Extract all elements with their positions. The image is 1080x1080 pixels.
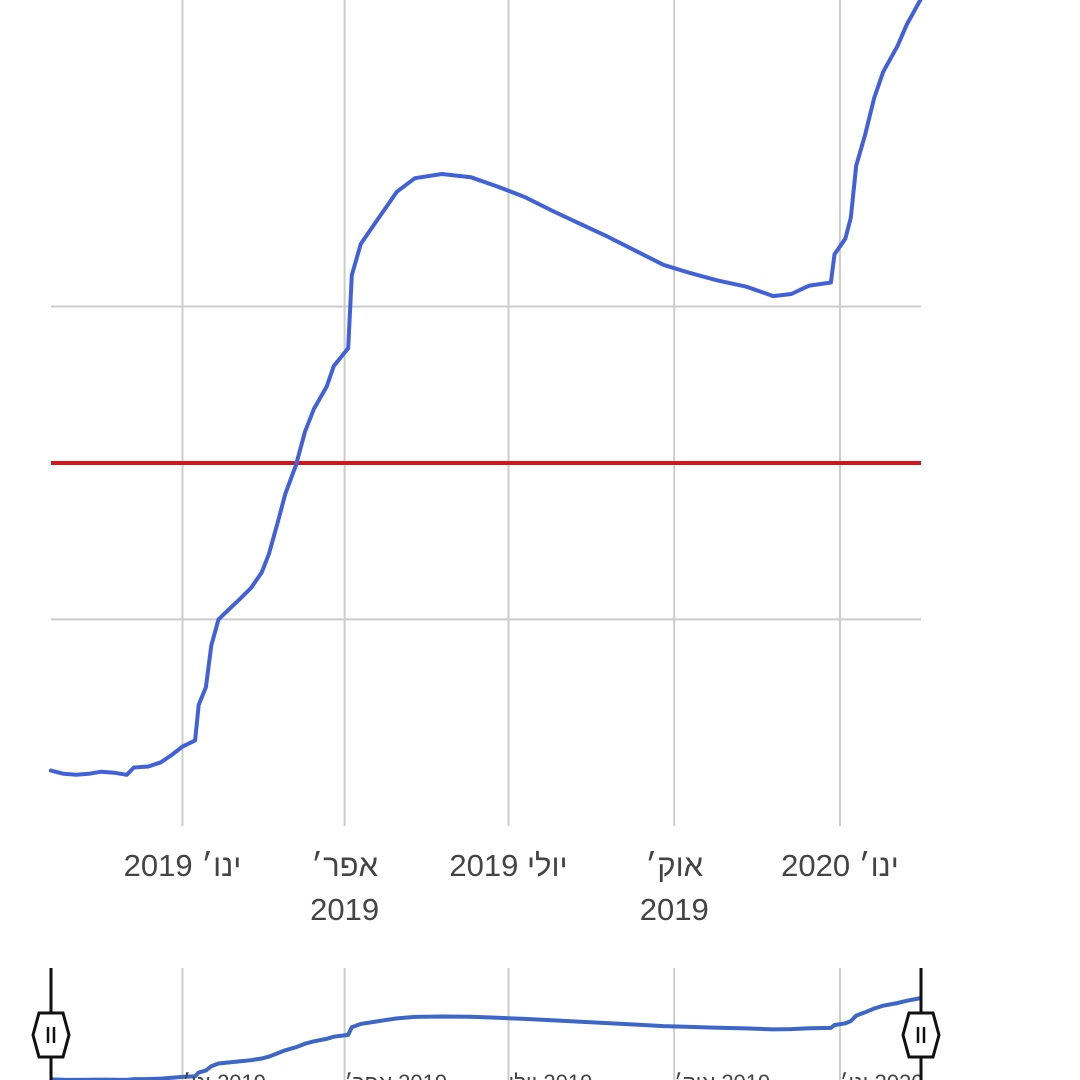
series-line-0 (49, 0, 923, 777)
navigator-tick-label-4: 2020 ינו׳ (840, 1070, 924, 1080)
navigator-tick-label-1: 2019 אפר׳ (345, 1070, 448, 1080)
navigator-right-handle[interactable] (901, 968, 941, 1080)
x-tick-label-line: יולי 2019 (449, 848, 567, 883)
navigator-tick-label-2: 2019 יולי (509, 1070, 593, 1080)
x-tick-label-line: 2019 (640, 892, 709, 927)
x-tick-label-line: ינו׳ 2019 (124, 848, 242, 883)
x-tick-label-line: אפר׳ (311, 848, 378, 883)
x-tick-label-0: ינו׳ 2019 (124, 848, 242, 883)
navigator-tick-label-0: 2019 ינו׳ (182, 1070, 266, 1080)
x-tick-label-4: ינו׳ 2020 (781, 848, 899, 883)
x-tick-label-line: 2019 (310, 892, 379, 927)
x-tick-label-2: יולי 2019 (449, 848, 567, 883)
x-axis-tick-labels: ינו׳ 2019 אפר׳ 2019 יולי 2019 אוק׳ 2019 ינו׳ 2… (124, 848, 899, 927)
x-tick-label-3: אוק׳ 2019 (640, 848, 709, 927)
navigator-tick-label-3: 2019 אוק׳ (674, 1070, 770, 1080)
x-tick-label-1: אפר׳ 2019 (310, 848, 379, 927)
x-tick-label-line: ינו׳ 2020 (781, 848, 899, 883)
navigator-left-handle[interactable] (31, 968, 71, 1080)
x-tick-label-line: אוק׳ (645, 848, 703, 883)
series-layer (49, 0, 923, 777)
range-navigator[interactable]: 2019 ינו׳ 2019 אפר׳ 2019 יולי 2019 אוק׳ 2020… (31, 968, 941, 1080)
navigator-series-line (50, 996, 922, 1080)
navigator-handle-grip[interactable] (31, 1011, 71, 1059)
gridlines (51, 0, 921, 826)
navigator-handle-grip[interactable] (901, 1011, 941, 1059)
